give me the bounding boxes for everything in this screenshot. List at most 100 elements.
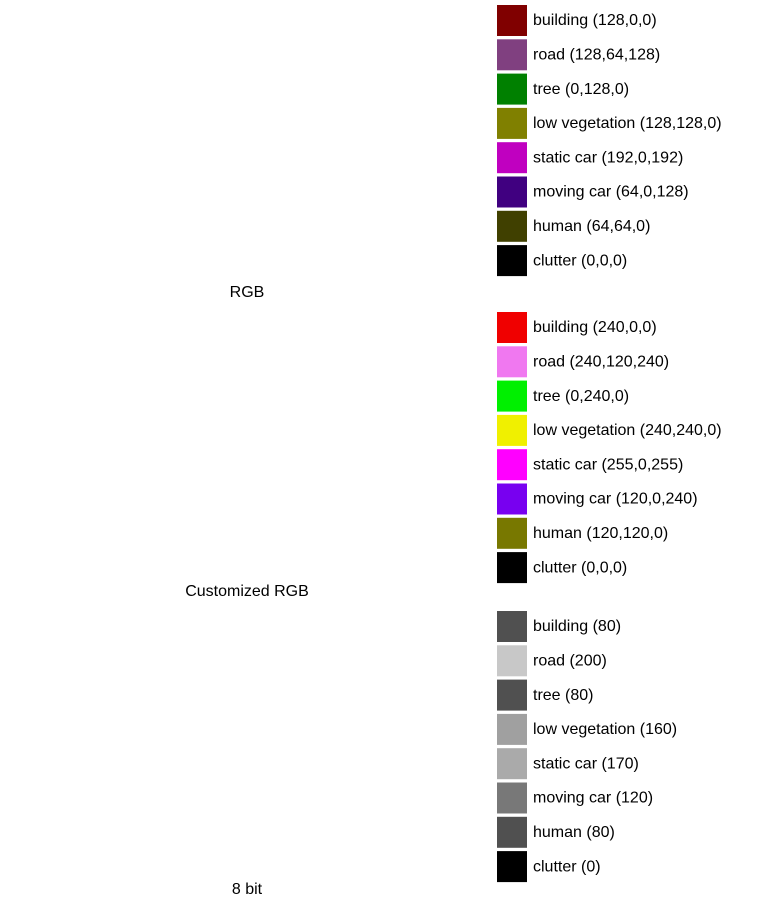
region: [11, 347, 36, 372]
region: [389, 611, 485, 651]
region: [332, 634, 346, 648]
legend-swatch: [497, 748, 527, 779]
region: [330, 398, 348, 416]
legend-label: static car (170): [533, 755, 639, 772]
region: [304, 491, 354, 546]
region: [109, 222, 120, 235]
region: [289, 811, 300, 823]
region: [99, 160, 110, 173]
region: [91, 419, 107, 435]
region: [184, 825, 204, 849]
region: [404, 775, 485, 875]
region: [45, 776, 73, 804]
region: [129, 722, 140, 734]
region: [359, 103, 485, 277]
region: [47, 385, 71, 409]
region: [239, 766, 250, 778]
region: [9, 307, 485, 576]
region: [214, 801, 227, 815]
legend-label: low vegetation (128,128,0): [533, 115, 722, 132]
region: [119, 334, 129, 346]
region: [264, 216, 278, 233]
region: [366, 135, 382, 151]
region: [139, 200, 159, 221]
region: [101, 319, 117, 335]
region: [113, 455, 135, 477]
region: [239, 165, 250, 178]
region: [104, 191, 115, 204]
region: [224, 746, 235, 758]
region: [288, 794, 291, 797]
region: [137, 529, 161, 553]
region: [304, 790, 354, 845]
region: [259, 181, 270, 194]
scene: [9, 0, 485, 277]
region: [330, 93, 348, 111]
region: [110, 368, 128, 386]
region: [47, 684, 71, 708]
region: [309, 522, 320, 534]
region: [109, 522, 120, 534]
region: [424, 73, 435, 86]
legend-label: road (128,64,128): [533, 47, 660, 64]
region: [330, 697, 348, 715]
region: [209, 722, 220, 734]
region: [366, 738, 382, 754]
region: [56, 130, 82, 157]
region: [269, 201, 280, 214]
region: [349, 771, 360, 783]
region: [394, 109, 405, 122]
region: [279, 836, 293, 852]
region: [349, 170, 360, 183]
region: [119, 28, 129, 40]
legend-label: moving car (120): [533, 790, 653, 807]
region: [104, 492, 115, 504]
region: [379, 433, 390, 445]
region: [9, 56, 44, 277]
region: [9, 511, 89, 541]
region: [379, 732, 390, 744]
region: [119, 633, 129, 645]
region: [209, 119, 220, 132]
legend-swatch: [497, 312, 527, 343]
region: [239, 467, 250, 479]
region: [259, 781, 270, 793]
legend-swatch: [497, 611, 527, 642]
region: [9, 606, 485, 875]
region: [137, 229, 161, 254]
region: [49, 606, 485, 875]
region: [309, 222, 320, 235]
region: [364, 452, 375, 464]
region: [394, 712, 405, 724]
region: [279, 237, 293, 254]
region: [45, 477, 73, 505]
legend-swatch: [497, 783, 527, 814]
legend-swatch: [497, 552, 527, 583]
page: {"panels": [ {"caption": "RGB", "legend"…: [0, 0, 767, 901]
legend-label: building (80): [533, 618, 621, 635]
legend-swatch: [497, 381, 527, 412]
legend-label: human (120,120,0): [533, 525, 668, 542]
legend-label: human (64,64,0): [533, 218, 650, 235]
region: [328, 173, 331, 176]
region: [214, 502, 227, 516]
region: [129, 0, 329, 149]
region: [139, 751, 150, 763]
region: [353, 495, 356, 498]
legend-swatch: [497, 245, 527, 276]
region: [109, 821, 120, 833]
legend-label: tree (0,128,0): [533, 81, 629, 98]
region: [129, 423, 140, 435]
region: [271, 658, 287, 674]
legend-swatch: [497, 817, 527, 848]
caption: Customized RGB: [185, 583, 309, 600]
segmentation-image: [9, 606, 485, 875]
region: [99, 761, 110, 773]
region: [91, 115, 107, 131]
region: [288, 193, 291, 196]
region: [49, 0, 485, 277]
region: [50, 532, 78, 560]
legend-swatch: [497, 177, 527, 208]
region: [99, 343, 110, 355]
legend-label: clutter (0,0,0): [533, 252, 627, 269]
